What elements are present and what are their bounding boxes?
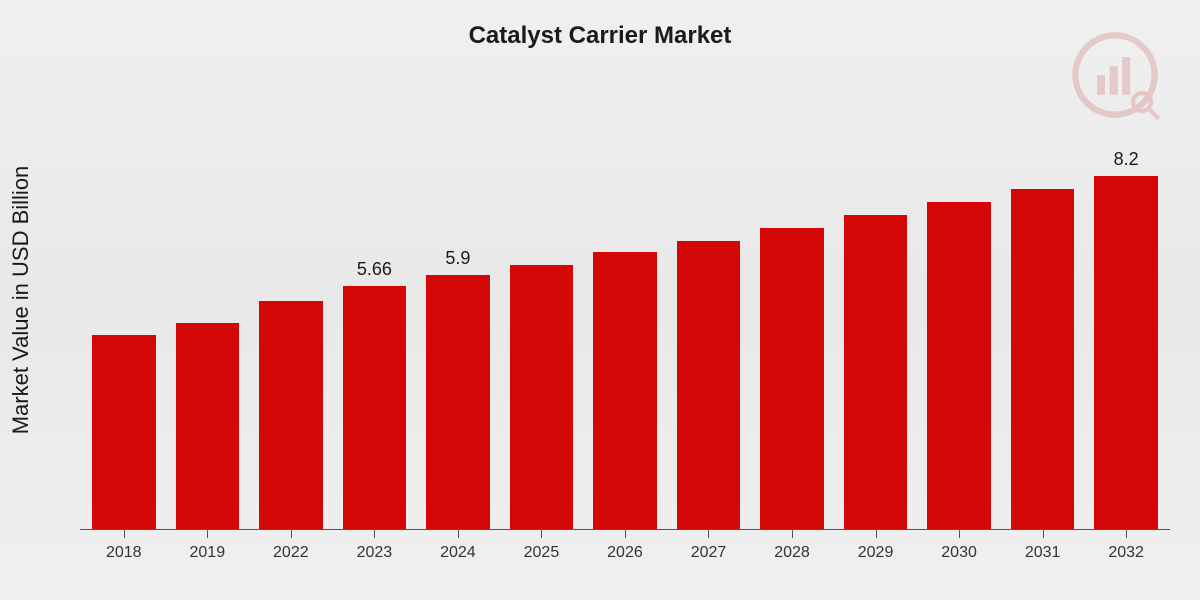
x-tick-label: 2030 [927,530,991,562]
bar-wrap: 5.66 [343,100,407,529]
bar-wrap [176,100,240,529]
bar [593,252,657,529]
x-tick-label: 2026 [593,530,657,562]
bar [510,265,574,529]
bar-wrap: 8.2 [1094,100,1158,529]
bar [927,202,991,529]
x-axis: 2018 2019 2022 2023 2024 2025 2026 2027 2028 2029… [80,530,1170,562]
chart-title: Catalyst Carrier Market [0,22,1200,50]
bar [426,275,490,529]
bar [259,301,323,529]
bar-value-label: 8.2 [1114,149,1139,170]
bar-wrap [92,100,156,529]
x-tick-label: 2022 [259,530,323,562]
bar [844,215,908,529]
plot-area: 5.66 5.9 8.2 [80,100,1170,530]
x-tick-label: 2018 [92,530,156,562]
bar-wrap [259,100,323,529]
bar-wrap [844,100,908,529]
bar-wrap [760,100,824,529]
bar [343,286,407,529]
bar-wrap [927,100,991,529]
bar [1094,176,1158,529]
bar-wrap: 5.9 [426,100,490,529]
bar-wrap [677,100,741,529]
bar [176,323,240,529]
x-tick-label: 2027 [677,530,741,562]
x-tick-label: 2029 [844,530,908,562]
bars-container: 5.66 5.9 8.2 [80,100,1170,529]
bar-value-label: 5.66 [357,259,392,280]
bar [677,241,741,529]
x-tick-label: 2025 [510,530,574,562]
x-tick-label: 2024 [426,530,490,562]
bar-wrap [1011,100,1075,529]
y-axis-label: Market Value in USD Billion [8,166,34,435]
x-tick-label: 2019 [176,530,240,562]
x-tick-label: 2028 [760,530,824,562]
x-tick-label: 2032 [1094,530,1158,562]
bar [1011,189,1075,529]
bar [92,335,156,529]
bar [760,228,824,529]
bar-value-label: 5.9 [445,248,470,269]
x-tick-label: 2031 [1011,530,1075,562]
x-tick-label: 2023 [343,530,407,562]
bar-wrap [510,100,574,529]
bar-wrap [593,100,657,529]
